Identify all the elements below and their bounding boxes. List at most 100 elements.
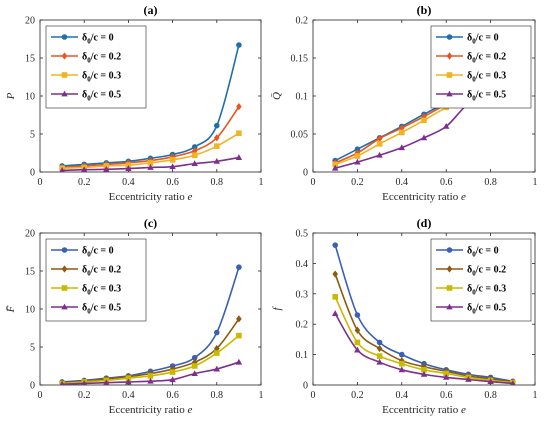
legend-entry: δ0/c = 0.2 <box>82 52 121 65</box>
data-point <box>443 374 450 380</box>
data-point <box>214 143 220 149</box>
y-tick-label: 20 <box>25 229 35 240</box>
x-tick-label: 0.6 <box>440 390 453 401</box>
data-point <box>59 167 65 172</box>
x-tick-label: 0 <box>38 177 43 188</box>
legend-entry: δ0/c = 0 <box>467 33 499 46</box>
y-axis-label: f <box>271 306 283 311</box>
x-axis-label: Eccentricity ratio e <box>109 191 193 203</box>
data-point <box>236 332 242 339</box>
y-tick-label: 0.3 <box>296 289 309 300</box>
x-tick-label: 0.2 <box>351 390 364 401</box>
chart-title: (a) <box>144 3 158 17</box>
data-point <box>354 339 361 346</box>
x-axis-label: Eccentricity ratio e <box>382 404 466 416</box>
data-point <box>376 141 383 147</box>
data-point <box>235 154 243 160</box>
legend-entry: δ0/c = 0.5 <box>467 90 506 103</box>
data-point <box>147 160 154 166</box>
legend-marker <box>61 72 68 78</box>
y-tick-label: 15 <box>25 54 35 65</box>
legend: δ0/c = 0 δ0/c = 0.2 δ0/c = 0.3 δ0/c = 0.5 <box>45 25 147 109</box>
legend-marker <box>61 52 68 60</box>
data-point <box>103 165 110 172</box>
x-axis-label: Eccentricity ratio e <box>382 191 466 203</box>
data-point <box>487 378 494 385</box>
series-group <box>332 242 516 385</box>
chart-panel-2: 0 0.2 0.4 0.6 0.8 1 0 0.05 0.1 0.15 0.2 (b) Eccentri… <box>271 3 538 203</box>
data-point <box>125 162 132 168</box>
data-point <box>354 346 361 353</box>
data-point <box>332 294 338 300</box>
legend-entry: δ0/c = 0.2 <box>467 52 506 65</box>
x-tick-label: 0.8 <box>211 390 224 401</box>
legend: δ0/c = 0 δ0/c = 0.2 δ0/c = 0.3 δ0/c = 0.5 <box>430 25 532 109</box>
data-point <box>191 160 198 167</box>
legend-entry: δ0/c = 0.3 <box>467 284 506 297</box>
data-point <box>236 130 242 137</box>
y-axis-label: P <box>5 92 17 100</box>
data-point <box>376 353 383 359</box>
data-point <box>169 157 176 163</box>
chart-title: (d) <box>417 216 432 230</box>
data-point <box>465 376 472 382</box>
data-point <box>169 163 176 170</box>
y-tick-label: 0.5 <box>296 229 309 240</box>
x-tick-label: 1 <box>259 177 264 188</box>
legend-marker <box>61 303 68 310</box>
data-point <box>354 158 361 165</box>
x-tick-label: 1 <box>533 177 538 188</box>
legend-marker <box>61 90 68 97</box>
data-point <box>399 360 405 367</box>
data-point <box>421 367 427 373</box>
data-point <box>214 122 220 129</box>
x-tick-label: 0.6 <box>440 177 453 188</box>
y-tick-label: 20 <box>25 16 35 27</box>
data-point <box>191 147 198 155</box>
data-point <box>236 103 242 111</box>
legend-marker <box>446 90 453 97</box>
legend-entry: δ0/c = 0.5 <box>82 90 121 103</box>
data-point <box>376 344 383 353</box>
data-point <box>191 363 198 369</box>
legend-marker <box>446 247 453 253</box>
data-point <box>169 365 176 373</box>
data-point <box>213 157 220 164</box>
y-tick-label: 0.1 <box>296 92 309 103</box>
chart-title: (b) <box>417 3 432 17</box>
legend-marker <box>61 34 68 40</box>
data-point <box>332 161 338 168</box>
legend-entry: δ0/c = 0.3 <box>467 71 506 84</box>
data-point <box>214 344 220 353</box>
legend: δ0/c = 0 δ0/c = 0.2 δ0/c = 0.3 δ0/c = 0.5 <box>430 238 532 322</box>
data-point <box>376 339 383 346</box>
data-point <box>81 380 87 385</box>
data-point <box>376 151 383 158</box>
legend-marker <box>61 285 68 291</box>
data-point <box>420 134 428 141</box>
x-tick-label: 1 <box>259 390 264 401</box>
data-point <box>399 129 405 136</box>
x-tick-label: 0.6 <box>166 390 179 401</box>
x-tick-label: 0 <box>311 390 316 401</box>
y-tick-label: 0 <box>303 381 308 392</box>
legend-entry: δ0/c = 0.3 <box>82 71 121 84</box>
y-tick-label: 0.2 <box>296 320 309 331</box>
x-tick-label: 1 <box>533 390 538 401</box>
legend-marker <box>446 285 453 291</box>
x-tick-label: 0.6 <box>166 177 179 188</box>
chart-panel-4: 0 0.2 0.4 0.6 0.8 1 0 0.1 0.2 0.3 0.4 0.5 (d) Eccentr… <box>271 216 538 416</box>
data-point <box>147 164 154 170</box>
series-group <box>59 42 243 172</box>
legend-entry: δ0/c = 0.5 <box>467 303 506 316</box>
data-point <box>332 164 339 171</box>
data-point <box>399 351 405 358</box>
data-point <box>421 117 427 124</box>
data-point <box>214 134 220 142</box>
legend-entry: δ0/c = 0 <box>467 246 499 259</box>
y-tick-label: 15 <box>25 267 35 278</box>
data-point <box>443 370 449 377</box>
